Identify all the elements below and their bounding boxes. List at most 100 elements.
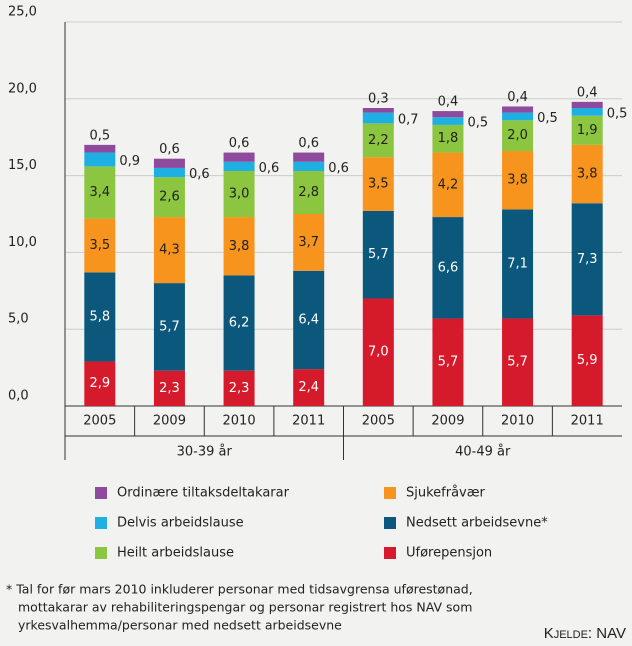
footnote: yrkesvalhemma/personar med nedsett arbei… bbox=[18, 618, 342, 633]
bar-segment bbox=[432, 111, 464, 118]
data-label: 1,9 bbox=[577, 123, 598, 138]
bar-segment bbox=[502, 209, 534, 319]
bar-segment bbox=[432, 117, 464, 125]
bar-segment bbox=[223, 370, 255, 406]
data-label: 0,4 bbox=[438, 95, 459, 110]
data-label: 0,6 bbox=[189, 167, 210, 182]
data-label: 0,6 bbox=[259, 161, 280, 176]
data-label: 1,8 bbox=[438, 131, 459, 146]
data-label: 2,6 bbox=[159, 190, 180, 205]
data-label: 2,4 bbox=[298, 380, 319, 395]
source: Kjelde: NAV bbox=[544, 625, 626, 642]
data-label: 5,9 bbox=[577, 353, 598, 368]
bar-segment bbox=[84, 144, 116, 153]
bar-segment bbox=[571, 101, 603, 109]
data-label: 3,7 bbox=[298, 235, 319, 250]
bar-segment bbox=[432, 152, 464, 218]
y-tick-label: 0,0 bbox=[8, 389, 29, 404]
data-label: 3,8 bbox=[229, 239, 250, 254]
y-tick-label: 15,0 bbox=[8, 158, 37, 173]
legend-swatch bbox=[384, 517, 396, 529]
data-label: 5,8 bbox=[89, 309, 110, 324]
bar-segment bbox=[362, 108, 394, 113]
bar-segment bbox=[571, 203, 603, 316]
bar-segment bbox=[153, 167, 185, 178]
x-tick-label: 2005 bbox=[362, 414, 395, 429]
data-label: 4,3 bbox=[159, 243, 180, 258]
data-label: 0,5 bbox=[89, 128, 110, 143]
data-label: 0,6 bbox=[298, 136, 319, 151]
legend-label: Ordinære tiltaksdeltakarar bbox=[117, 486, 290, 501]
x-tick-label: 2011 bbox=[571, 414, 604, 429]
x-tick-label: 2011 bbox=[292, 414, 325, 429]
data-label: 6,6 bbox=[438, 260, 459, 275]
x-tick-label: 2005 bbox=[83, 414, 116, 429]
x-tick-label: 2010 bbox=[501, 414, 534, 429]
bar-segment bbox=[502, 106, 534, 113]
data-label: 5,7 bbox=[159, 319, 180, 334]
bar-segment bbox=[571, 315, 603, 406]
bar-segment bbox=[84, 272, 116, 362]
x-tick-label: 2009 bbox=[431, 414, 464, 429]
bar-segment bbox=[223, 217, 255, 276]
data-label: 7,0 bbox=[368, 345, 389, 360]
data-label: 2,8 bbox=[298, 185, 319, 200]
x-tick-label: 2010 bbox=[223, 414, 256, 429]
group-label: 30-39 år bbox=[177, 445, 233, 460]
bar-segment bbox=[432, 217, 464, 319]
data-label: 7,1 bbox=[507, 256, 528, 271]
bar-segment bbox=[571, 115, 603, 145]
legend-swatch bbox=[95, 547, 107, 559]
data-label: 3,8 bbox=[507, 173, 528, 188]
bar-segment bbox=[293, 369, 325, 406]
data-label: 0,6 bbox=[328, 161, 349, 176]
bar-segment bbox=[362, 112, 394, 124]
data-label: 0,6 bbox=[229, 136, 250, 151]
bar-segment bbox=[362, 123, 394, 158]
bar-segment bbox=[223, 161, 255, 171]
footnote: mottakarar av rehabiliteringspengar og p… bbox=[18, 600, 472, 615]
data-label: 0,9 bbox=[119, 154, 140, 169]
data-label: 0,5 bbox=[467, 116, 488, 131]
y-tick-label: 5,0 bbox=[8, 312, 29, 327]
legend-swatch bbox=[384, 487, 396, 499]
data-label: 2,3 bbox=[159, 381, 180, 396]
data-label: 2,0 bbox=[507, 128, 528, 143]
data-label: 0,7 bbox=[398, 113, 419, 128]
bar-segment bbox=[502, 112, 534, 121]
y-tick-label: 20,0 bbox=[8, 81, 37, 96]
data-label: 5,7 bbox=[507, 355, 528, 370]
legend-label: Heilt arbeidslause bbox=[117, 546, 234, 561]
data-label: 6,2 bbox=[229, 316, 250, 331]
bar-segment bbox=[293, 152, 325, 162]
data-label: 4,2 bbox=[438, 177, 459, 192]
data-label: 0,6 bbox=[159, 142, 180, 157]
bar-segment bbox=[293, 214, 325, 271]
data-label: 3,4 bbox=[89, 185, 110, 200]
data-label: 0,5 bbox=[537, 111, 558, 126]
y-tick-label: 25,0 bbox=[8, 5, 37, 20]
data-label: 0,3 bbox=[368, 92, 389, 107]
data-label: 2,2 bbox=[368, 133, 389, 148]
bar-segment bbox=[84, 152, 116, 167]
bar-segment bbox=[502, 120, 534, 152]
y-tick-label: 10,0 bbox=[8, 235, 37, 250]
bar-segment bbox=[153, 177, 185, 218]
legend-label: Nedsett arbeidsevne* bbox=[406, 516, 548, 531]
data-label: 3,0 bbox=[229, 187, 250, 202]
legend-label: Uførepensjon bbox=[406, 546, 492, 561]
legend-swatch bbox=[384, 547, 396, 559]
legend-label: Sjukefråvær bbox=[406, 486, 486, 501]
bar-segment bbox=[153, 370, 185, 406]
bar-segment bbox=[362, 298, 394, 406]
bar-segment bbox=[153, 158, 185, 168]
data-label: 5,7 bbox=[438, 355, 459, 370]
bar-segment bbox=[362, 210, 394, 299]
bar-segment bbox=[362, 157, 394, 211]
data-label: 6,4 bbox=[298, 312, 319, 327]
data-label: 3,5 bbox=[89, 238, 110, 253]
bar-segment bbox=[502, 318, 534, 406]
group-label: 40-49 år bbox=[455, 445, 511, 460]
